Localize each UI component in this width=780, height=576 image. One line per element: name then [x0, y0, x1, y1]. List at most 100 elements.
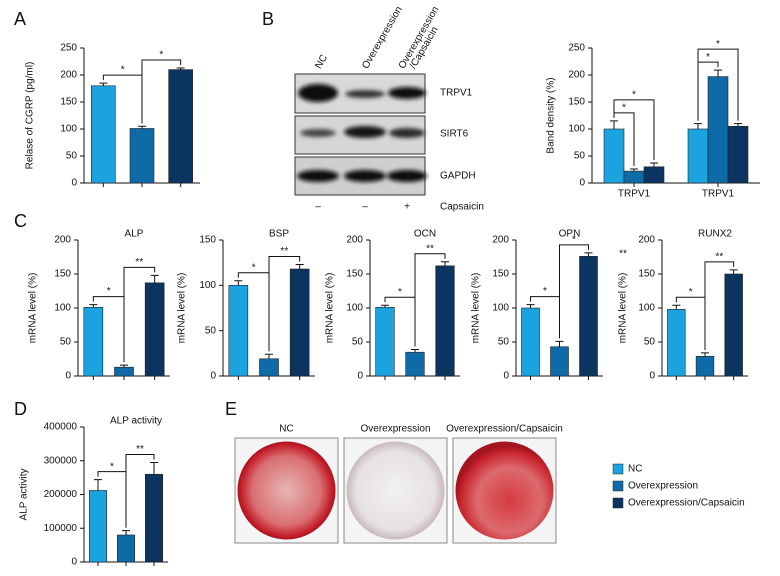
significance-bracket: [123, 266, 156, 363]
y-axis-label: mRNA level (%): [28, 273, 39, 344]
bar: [117, 534, 135, 563]
bar: [579, 256, 598, 377]
error-bar: [234, 280, 243, 286]
y-axis-label: ALP activity: [19, 468, 30, 520]
blot-row-label: TRPV1: [440, 88, 473, 99]
lane-label: Overexpression: [360, 5, 405, 71]
bar: [83, 307, 104, 377]
y-tick-label: 100: [346, 303, 363, 314]
significance-label: **: [135, 257, 143, 268]
stain-label: NC: [279, 424, 293, 435]
error-bar: [526, 304, 535, 308]
legend-swatch: [612, 480, 624, 492]
stain-plate: [237, 441, 336, 540]
y-tick-label: 200: [568, 70, 585, 81]
bar: [405, 351, 425, 377]
y-tick-label: 50: [60, 337, 72, 348]
error-bar: [150, 274, 159, 283]
y-tick-label: 50: [205, 325, 217, 336]
stain-plate: [346, 441, 445, 540]
panel-label: D: [14, 399, 27, 419]
y-tick-label: 200: [54, 235, 71, 246]
bar: [289, 268, 310, 377]
error-bar: [672, 304, 681, 310]
y-tick-label: 100: [60, 124, 77, 135]
stain-plate: [455, 441, 554, 540]
error-bar: [411, 348, 419, 353]
significance-label: **: [715, 252, 723, 263]
chart-title: ALP: [125, 229, 144, 240]
y-tick-label: 0: [579, 178, 585, 189]
y-tick-label: 50: [574, 151, 586, 162]
error-bar: [610, 120, 618, 129]
y-tick-label: 200: [346, 235, 363, 246]
bar: [259, 358, 279, 377]
bar: [435, 265, 455, 377]
bar: [724, 273, 743, 377]
bar: [643, 166, 665, 184]
bar: [228, 285, 249, 377]
significance-bracket: [414, 253, 446, 347]
significance-label: **: [136, 444, 144, 455]
bar: [623, 170, 645, 184]
y-tick-label: 0: [71, 178, 77, 189]
bar: [91, 85, 116, 184]
y-tick-label: 150: [199, 235, 216, 246]
error-bar: [650, 162, 658, 167]
significance-label: *: [398, 287, 402, 298]
y-axis-label: mRNA level (%): [177, 273, 188, 344]
y-tick-label: 150: [54, 269, 71, 280]
y-tick-label: 150: [346, 269, 363, 280]
y-tick-label: 400000: [44, 422, 78, 433]
y-tick-label: 300000: [44, 455, 78, 466]
panel-label: C: [14, 211, 27, 231]
y-tick-label: 0: [503, 371, 509, 382]
error-bar: [630, 168, 638, 172]
y-tick-label: 50: [352, 337, 364, 348]
blot: [294, 73, 427, 196]
error-bar: [176, 67, 185, 70]
bar: [687, 128, 709, 184]
y-tick-label: 0: [649, 371, 655, 382]
y-tick-label: 50: [66, 151, 78, 162]
error-bar: [295, 263, 304, 270]
y-axis-label: mRNA level (%): [325, 273, 336, 344]
significance-label: *: [572, 235, 576, 246]
y-tick-label: 100: [492, 303, 509, 314]
error-bar: [714, 69, 722, 77]
y-tick-label: 150: [638, 269, 655, 280]
significance-label: *: [107, 286, 111, 297]
significance-label: *: [159, 50, 163, 61]
legend-swatch: [612, 463, 624, 475]
stain-label: Overexpression: [360, 424, 430, 435]
y-axis-label: Band density (%): [546, 77, 557, 153]
bar: [168, 69, 193, 184]
y-tick-label: 250: [568, 43, 585, 54]
significance-label: *: [543, 286, 547, 297]
chart-title: OCN: [414, 229, 436, 240]
error-bar: [120, 364, 128, 368]
y-axis-label: mRNA level (%): [471, 273, 482, 344]
error-bar: [734, 123, 742, 127]
x-tick-label: TRPV1: [702, 189, 735, 200]
y-tick-label: 50: [498, 337, 510, 348]
bar: [550, 346, 569, 377]
significance-label: *: [121, 65, 125, 76]
error-bar: [694, 123, 702, 129]
y-tick-label: 0: [357, 371, 363, 382]
bar: [144, 282, 165, 377]
y-tick-label: 0: [210, 371, 216, 382]
bar: [521, 307, 540, 377]
y-tick-label: 200: [492, 235, 509, 246]
bar: [89, 490, 107, 563]
significance-label: **: [426, 243, 434, 254]
significance-label: *: [706, 52, 710, 63]
bar: [114, 366, 134, 377]
chart-title: OPN: [559, 229, 581, 240]
y-tick-label: 100: [199, 280, 216, 291]
y-tick-label: 150: [568, 97, 585, 108]
error-bar: [150, 461, 158, 475]
chart-title: ALP activity: [110, 416, 162, 427]
chart-title: BSP: [269, 229, 289, 240]
